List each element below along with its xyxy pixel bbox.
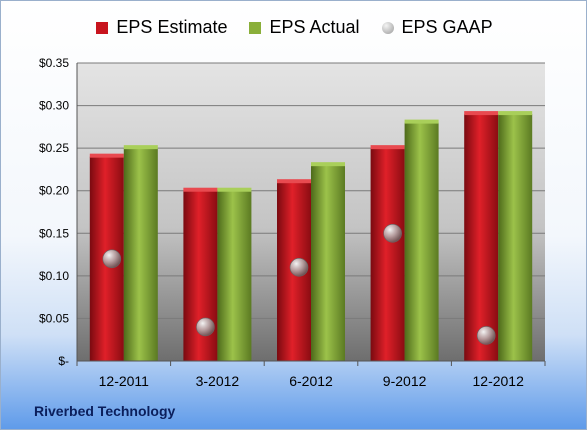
- legend: EPS Estimate EPS Actual EPS GAAP: [1, 17, 587, 38]
- x-tick-label: 12-2011: [99, 373, 150, 389]
- bar-eps-estimate: [183, 190, 218, 361]
- x-tick-label: 9-2012: [383, 373, 427, 389]
- legend-swatch-estimate: [96, 21, 109, 34]
- y-tick-label: $0.15: [39, 226, 69, 240]
- bar-eps-estimate: [464, 114, 499, 361]
- company-name: Riverbed Technology: [34, 403, 176, 419]
- y-tick-label: $-: [58, 354, 69, 368]
- bar-top-eps-actual: [498, 111, 533, 116]
- bar-top-eps-estimate: [464, 111, 499, 116]
- bar-eps-actual: [498, 114, 533, 361]
- marker-eps-gaap: [102, 249, 122, 269]
- legend-swatch-gaap: [381, 21, 394, 34]
- y-tick-label: $0.20: [39, 184, 69, 198]
- bar-top-eps-actual: [404, 119, 439, 124]
- legend-swatch-actual: [249, 21, 262, 34]
- gaap-markers: [102, 223, 496, 345]
- marker-eps-gaap: [196, 317, 215, 337]
- bar-top-eps-estimate: [89, 153, 124, 158]
- bar-top-eps-actual: [217, 187, 252, 192]
- marker-eps-gaap: [476, 326, 496, 345]
- y-tick-label: $0.30: [39, 99, 69, 113]
- y-tick-label: $0.10: [39, 269, 69, 283]
- y-tick-label: $0.05: [39, 311, 69, 325]
- bar-top-eps-estimate: [370, 145, 405, 150]
- bar-top-eps-actual: [123, 145, 158, 150]
- bar-eps-actual: [123, 148, 158, 361]
- bar-eps-estimate: [370, 148, 405, 361]
- y-tick-label: $0.25: [39, 141, 69, 155]
- x-tick-label: 3-2012: [196, 373, 240, 389]
- legend-label-gaap: EPS GAAP: [401, 17, 493, 37]
- legend-item-actual: EPS Actual: [249, 17, 360, 38]
- bar-top-eps-estimate: [183, 187, 218, 192]
- marker-eps-gaap: [289, 258, 309, 277]
- bar-top-eps-estimate: [277, 179, 311, 184]
- y-tick-label: $0.35: [39, 56, 69, 70]
- legend-item-gaap: EPS GAAP: [381, 17, 493, 38]
- bar-top-eps-actual: [311, 162, 345, 167]
- legend-label-actual: EPS Actual: [269, 17, 360, 37]
- bar-eps-actual: [311, 165, 345, 361]
- x-tick-label: 12-2012: [473, 373, 525, 389]
- legend-item-estimate: EPS Estimate: [96, 17, 227, 38]
- legend-label-estimate: EPS Estimate: [116, 17, 228, 37]
- bar-eps-actual: [217, 190, 252, 361]
- x-tick-label: 6-2012: [289, 373, 333, 389]
- bar-eps-actual: [404, 122, 439, 361]
- marker-eps-gaap: [383, 223, 402, 243]
- axes: $- $0.05 $0.10 $0.15 $0.20 $0.25 $0.30 $0.35 12-…: [39, 56, 546, 389]
